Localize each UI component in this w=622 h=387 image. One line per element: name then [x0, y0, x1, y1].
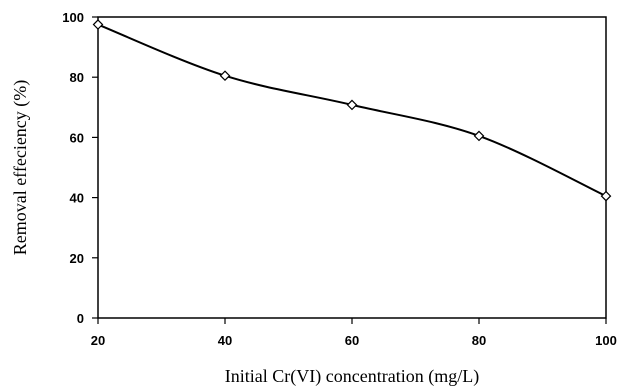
data-point-marker	[219, 70, 231, 82]
series-line	[97, 23, 607, 197]
x-tick-label: 60	[345, 333, 359, 348]
y-axis-title: Removal effeciency (%)	[10, 80, 31, 256]
data-point-marker	[600, 190, 612, 202]
y-tick-label: 80	[70, 70, 84, 85]
y-tick-label: 20	[70, 251, 84, 266]
y-tick-label: 100	[62, 10, 84, 25]
y-tick-label: 40	[70, 191, 84, 206]
y-tick-label: 60	[70, 130, 84, 145]
y-axis-ticks: 0 20 40 60 80 100	[62, 10, 98, 326]
x-axis-title: Initial Cr(VI) concentration (mg/L)	[225, 366, 479, 387]
data-point-marker	[92, 19, 104, 30]
x-tick-label: 80	[472, 333, 486, 348]
data-markers	[92, 19, 612, 202]
data-point-marker	[473, 130, 485, 142]
x-tick-label: 40	[218, 333, 232, 348]
y-tick-label: 0	[77, 311, 84, 326]
x-tick-label: 100	[595, 333, 617, 348]
x-axis-ticks: 20 40 60 80 100	[91, 318, 617, 348]
x-tick-label: 20	[91, 333, 105, 348]
plot-area-frame	[97, 16, 607, 319]
data-point-marker	[346, 99, 358, 111]
